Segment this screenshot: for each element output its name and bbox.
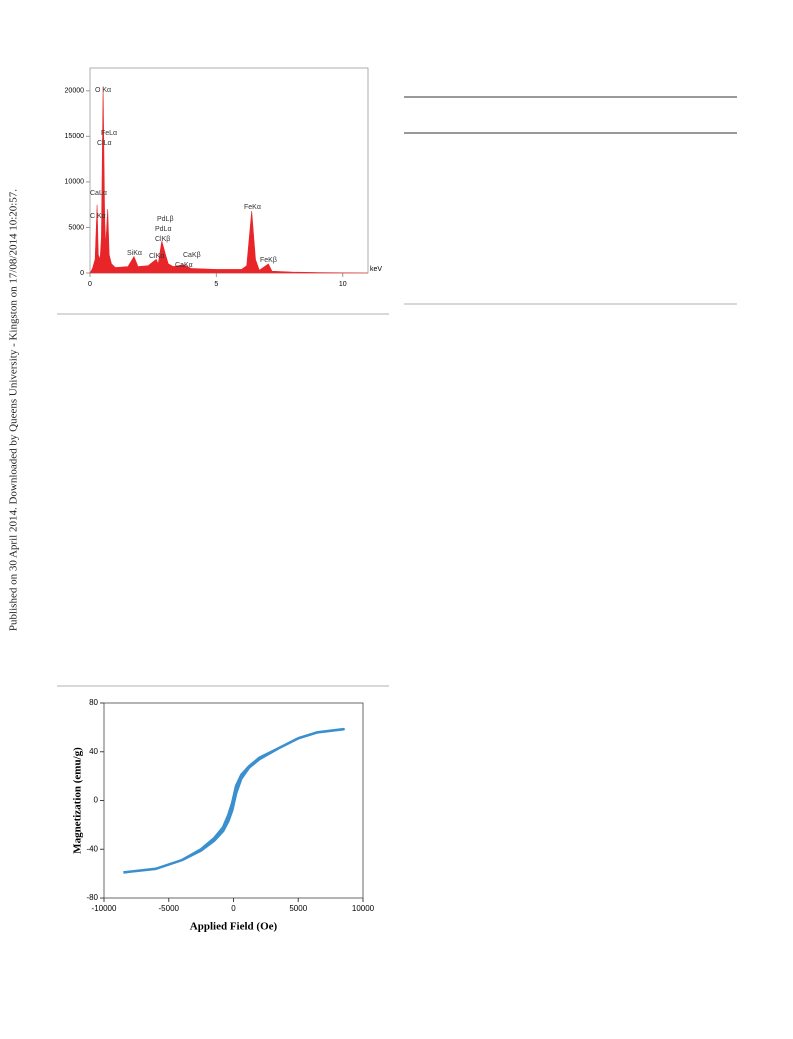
x-tick-label: 10000 [352,904,375,913]
y-tick-label: 15000 [65,133,85,140]
peak-label: SiKα [127,250,142,257]
y-tick-label: -40 [86,844,98,853]
peak-label: FeKβ [260,257,277,264]
peak-label: ClKβ [155,236,170,243]
peak-label: ClLα [97,140,112,147]
peak-label: ClKα [149,253,164,260]
x-tick-label: 5 [214,281,218,288]
x-axis-label: keV [370,266,382,273]
x-axis-label: Applied Field (Oe) [190,921,278,933]
peak-label: CaLα [90,190,107,197]
spectrum-area [89,86,369,274]
x-tick-label: -5000 [159,904,180,913]
y-tick-label: 0 [80,270,84,277]
x-tick-label: 0 [231,904,236,913]
y-tick-label: 10000 [65,179,85,186]
x-tick-label: 5000 [289,904,307,913]
y-tick-label: 20000 [65,88,85,95]
x-tick-label: -10000 [92,904,117,913]
peak-label: FeKα [244,204,261,211]
peak-label: FeLα [101,130,117,137]
magnetization-curve [123,727,345,874]
y-tick-label: 0 [94,796,99,805]
peak-label: CaKβ [183,252,201,259]
y-tick-label: 80 [89,698,98,707]
y-tick-label: 5000 [68,224,84,231]
y-tick-label: -80 [86,893,98,902]
peak-label: O Kα [95,87,111,94]
plot-frame [89,67,369,274]
peak-label: CaKα [175,262,193,269]
peak-label: PdLβ [157,216,173,223]
y-axis-label: Magnetization (emu/g) [72,747,84,854]
x-tick-label: 10 [339,281,347,288]
peak-label: C Kα [90,213,106,220]
x-tick-label: 0 [88,281,92,288]
y-tick-label: 40 [89,747,98,756]
peak-label: PdLα [155,226,172,233]
side-note: Published on 30 April 2014. Downloaded b… [8,189,20,631]
